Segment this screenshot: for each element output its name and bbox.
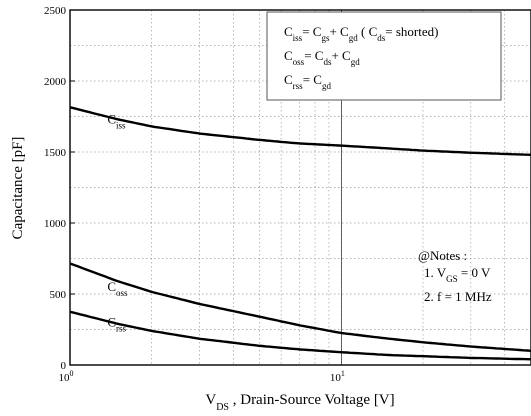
x-tick-base: 10 [330,372,342,384]
series-label-main: C [107,279,116,294]
text-part: ( C [358,24,378,39]
text-part: 2. f = 1 MHz [424,289,492,304]
text-part: ds [323,57,332,67]
text-part: C [284,24,293,39]
series-label-oss: Coss [107,279,128,298]
series-curve-rss [69,310,531,361]
series-label-sub: oss [116,288,128,298]
x-tick-labels: 100 101 [59,369,345,384]
text-part: C [284,48,293,63]
legend-line: Crss= Cgd [284,72,331,91]
note-line: 2. f = 1 MHz [424,289,492,304]
text-part: ds [377,33,386,43]
legend-box: Ciss= Cgs+ Cgd ( Cds= shorted) Coss= Cds… [266,11,502,101]
x-tick-exp: 1 [341,369,345,378]
text-part: = shorted) [385,24,438,39]
y-tick-label: 500 [50,289,67,301]
text-part: oss [293,57,305,67]
text-part: gd [349,33,359,43]
series-curve-iss [69,106,531,156]
text-part: C [284,72,293,87]
text-part: = C [302,24,321,39]
text-part: GS [446,274,458,284]
x-tick-exp: 0 [70,369,74,378]
series-label-sub: rss [116,324,126,334]
series-label-sub: iss [116,121,126,131]
legend-line: Coss= Cds+ Cgd [284,48,360,67]
series-label-main: C [107,315,116,330]
text-part: = C [304,48,323,63]
y-tick-label: 2000 [44,76,67,88]
x-tick-label: 101 [330,369,345,384]
text-part: gd [322,81,332,91]
x-tick-base: 10 [59,372,71,384]
series-curve-oss [69,262,531,352]
text-part: gs [321,33,330,43]
y-tick-label: 1000 [44,218,67,230]
y-tick-labels: 0 500 1000 1500 2000 2500 [44,5,75,372]
notes-title: @Notes : [418,248,467,263]
x-axis-title: VDS , Drain-Source Voltage [V] [205,392,394,413]
series-label-iss: Ciss [107,112,126,131]
series-label-main: C [107,112,116,127]
x-title-rest: , Drain-Source Voltage [V] [229,392,395,408]
x-title-sub: DS [216,402,229,413]
text-part: + C [329,24,348,39]
series-curves [69,106,531,361]
y-tick-label: 2500 [44,5,67,17]
text-part: iss [293,33,303,43]
x-tick-label: 100 [59,369,74,384]
x-title-main: V [205,392,216,408]
series-label-rss: Crss [107,315,126,334]
text-part: 1. V [424,265,447,280]
legend-line: Ciss= Cgs+ Cgd ( Cds= shorted) [284,24,438,43]
y-tick-label: 0 [61,360,67,372]
text-part: gd [351,57,361,67]
text-part: rss [293,81,303,91]
plot-frame [69,9,531,366]
y-tick-label: 1500 [44,147,67,159]
text-part: = 0 V [458,265,491,280]
y-axis-title: Capacitance [pF] [10,137,26,240]
notes-block: @Notes : 1. VGS = 0 V 2. f = 1 MHz [418,248,492,304]
text-part: = C [303,72,322,87]
note-line: 1. VGS = 0 V [424,265,491,284]
text-part: + C [331,48,350,63]
